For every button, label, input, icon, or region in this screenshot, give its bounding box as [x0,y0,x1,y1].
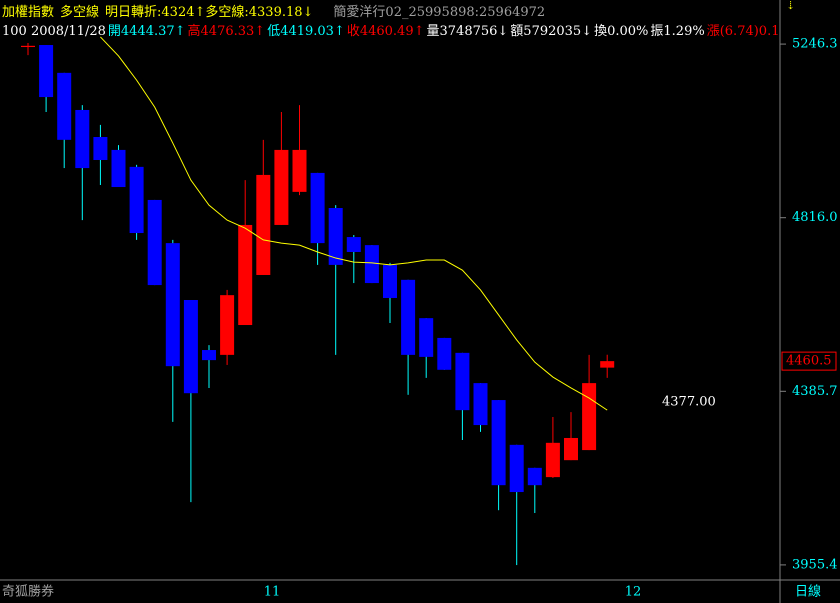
brand: 奇狐勝券 [2,584,54,600]
candle-body [328,208,343,265]
candle-body [310,172,325,244]
candle-body [473,383,488,426]
candle-body [220,295,235,355]
candle-body [238,224,253,326]
quote-item: 額5792035↓ [510,24,593,39]
last-price-box [781,351,837,371]
header-line-2: 100 2008/11/28 開4444.37↑ 高4476.33↑ 低4419.03… [2,20,781,39]
candle-body [111,149,126,188]
candle-body [364,245,379,284]
candle-body [455,352,470,411]
candle-body [491,400,506,486]
header-line-1: 加權指數 多空線 明日轉折:4324↑多空線:4339.18↓ 簡愛洋行02_2599… [2,1,551,20]
quote-item: 低4419.03↑ [267,24,345,39]
candle-body [147,199,162,286]
candle-body [292,149,307,192]
quote-item: 量3748756↓ [426,24,509,39]
candle-body [545,442,560,478]
annotation: 4377.00 [662,395,716,410]
candle-body [165,243,180,367]
candle-body [21,45,35,48]
x-label: 12 [625,585,642,600]
quote-item: 100 2008/11/28 [2,24,106,39]
header-item: 多空線 [60,5,100,20]
candle-body [39,45,54,98]
last-price-label: 4460.5 [786,354,832,369]
candle-body [419,318,434,357]
y-tick-label: 3955.4 [792,557,838,572]
candle-body [202,350,216,361]
moving-average [100,36,608,411]
quote-item: 高4476.33↑ [187,24,266,39]
candle-body [57,72,72,140]
candle-body [509,444,524,493]
candle-body [346,237,361,252]
quote-item: 開4444.37↑ [107,24,186,39]
candle-body [129,166,144,234]
header-item: 明日轉折:4324↑多空線:4339.18↓ [105,5,314,20]
candle-body [564,437,578,461]
quote-item: 換0.00% [594,24,649,39]
header-item: 簡愛洋行02_25995898:25964972 [333,5,546,20]
x-label: 11 [264,585,281,600]
candle-body [527,467,542,486]
quote-item: 收4460.49↑ [346,24,425,39]
candle-body [383,264,397,298]
y-tick-label: 4816.0 [792,210,838,225]
y-tick-label: 5246.3 [792,37,838,52]
period[interactable]: 日線 [795,584,821,600]
candle-body [401,279,416,355]
candle-body [183,300,198,394]
quote-item: 振1.29% [650,24,705,39]
candle-body [93,137,108,160]
candle-body [274,149,289,225]
quote-item: 漲(6.74)0.1 [706,24,780,39]
candle-body [75,109,90,169]
candle-body [256,174,271,275]
candle-body [582,383,597,451]
scroll-arrow[interactable]: ⇣ [786,0,795,12]
candle-body [437,337,452,370]
y-tick-label: 4385.7 [792,384,838,399]
candle-body [600,361,615,368]
header-item: 加權指數 [2,5,55,20]
